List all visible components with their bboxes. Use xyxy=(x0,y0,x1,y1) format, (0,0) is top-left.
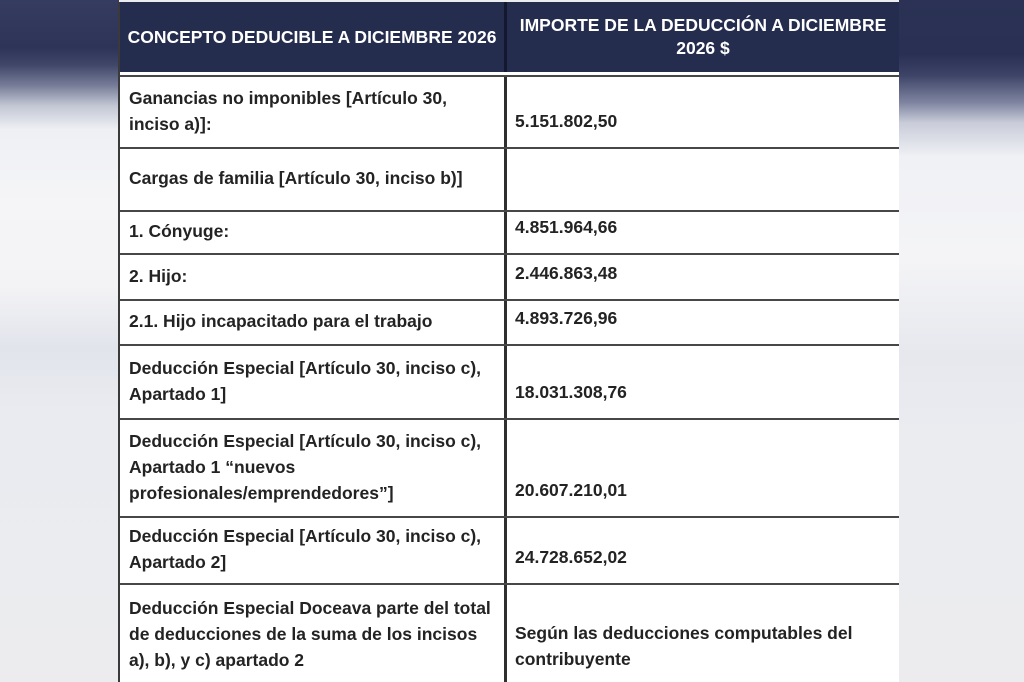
table-row: 2.1. Hijo incapacitado para el trabajo 4… xyxy=(120,299,899,344)
table-header-row: CONCEPTO DEDUCIBLE A DICIEMBRE 2026 IMPO… xyxy=(120,2,899,72)
table-row: Cargas de familia [Artículo 30, inciso b… xyxy=(120,147,899,210)
amount-cell: 4.893.726,96 xyxy=(515,308,618,328)
amount-cell: 20.607.210,01 xyxy=(515,480,627,500)
table-row: Deducción Especial Doceava parte del tot… xyxy=(120,583,899,682)
table-row: Deducción Especial [Artículo 30, inciso … xyxy=(120,418,899,516)
concept-cell: 2. Hijo: xyxy=(120,255,507,299)
background-right-band xyxy=(899,0,1024,682)
amount-cell: 18.031.308,76 xyxy=(515,382,627,402)
table-row: Deducción Especial [Artículo 30, inciso … xyxy=(120,516,899,583)
table-body: Ganancias no imponibles [Artículo 30, in… xyxy=(120,75,899,682)
concept-cell: 1. Cónyuge: xyxy=(120,212,507,253)
amount-cell: 2.446.863,48 xyxy=(515,263,618,283)
deductions-table: CONCEPTO DEDUCIBLE A DICIEMBRE 2026 IMPO… xyxy=(118,2,899,682)
table-row: 1. Cónyuge: 4.851.964,66 xyxy=(120,210,899,253)
table-row: Deducción Especial [Artículo 30, inciso … xyxy=(120,344,899,418)
amount-cell: Según las deducciones computables del co… xyxy=(515,623,853,669)
table-row: Ganancias no imponibles [Artículo 30, in… xyxy=(120,75,899,147)
concept-cell: Deducción Especial [Artículo 30, inciso … xyxy=(120,420,507,516)
amount-cell: 4.851.964,66 xyxy=(515,217,618,237)
concept-cell: Deducción Especial Doceava parte del tot… xyxy=(120,585,507,682)
concept-cell: Deducción Especial [Artículo 30, inciso … xyxy=(120,346,507,418)
concept-cell: 2.1. Hijo incapacitado para el trabajo xyxy=(120,301,507,344)
concept-cell: Cargas de familia [Artículo 30, inciso b… xyxy=(120,149,507,210)
header-amount: IMPORTE DE LA DEDUCCIÓN A DICIEMBRE 2026… xyxy=(519,15,887,58)
header-concept: CONCEPTO DEDUCIBLE A DICIEMBRE 2026 xyxy=(120,2,507,72)
amount-cell xyxy=(507,149,899,210)
amount-cell: 24.728.652,02 xyxy=(515,547,627,567)
concept-cell: Ganancias no imponibles [Artículo 30, in… xyxy=(120,77,507,147)
table-row: 2. Hijo: 2.446.863,48 xyxy=(120,253,899,299)
concept-cell: Deducción Especial [Artículo 30, inciso … xyxy=(120,518,507,583)
amount-cell: 5.151.802,50 xyxy=(515,111,618,131)
background-left-band xyxy=(0,0,119,682)
